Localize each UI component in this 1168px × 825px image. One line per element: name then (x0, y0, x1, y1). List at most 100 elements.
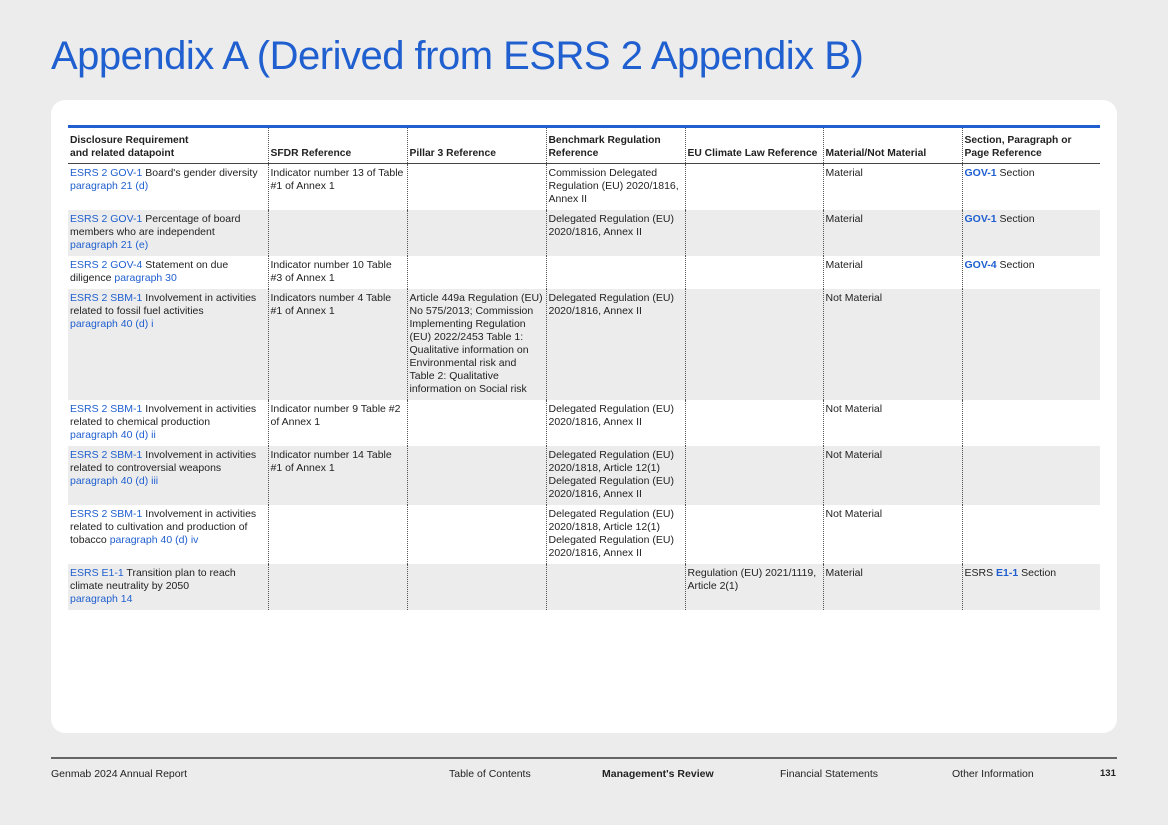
table-cell: Regulation (EU) 2021/1119, Article 2(1) (684, 564, 823, 610)
table-cell: Delegated Regulation (EU) 2020/1818, Art… (545, 505, 685, 564)
table-cell (961, 400, 1100, 446)
reference-link[interactable]: paragraph 40 (d) iv (109, 534, 199, 546)
column-header-label: Benchmark Regulation (548, 135, 661, 146)
table-cell: Material (822, 210, 962, 256)
table-cell (406, 564, 546, 610)
cell-text: Transition plan to reach climate neutral… (70, 567, 236, 592)
cell-text: Percentage of board members who are inde… (70, 213, 241, 238)
reference-link[interactable]: ESRS 2 GOV-4 (70, 259, 143, 271)
cell-text: Board's gender diversity (142, 167, 258, 179)
table-cell: Not Material (822, 400, 962, 446)
footer-nav-managements-review[interactable]: Management's Review (602, 768, 714, 780)
table-row: ESRS 2 SBM-1 Involvement in activities r… (68, 400, 1100, 446)
reference-link[interactable]: paragraph 40 (d) ii (70, 429, 156, 441)
table-cell: ESRS 2 SBM-1 Involvement in activities r… (68, 505, 268, 564)
table-card: Disclosure Requirement and related datapo… (51, 100, 1117, 733)
table-cell (684, 400, 823, 446)
page-number: 131 (1100, 768, 1116, 779)
table-cell (961, 446, 1100, 505)
table-cell: Material (822, 564, 962, 610)
table-cell: Delegated Regulation (EU) 2020/1816, Ann… (545, 210, 685, 256)
reference-link[interactable]: paragraph 21 (e) (70, 239, 149, 251)
cell-text: Involvement in activities related to cul… (70, 508, 257, 546)
cell-text: Regulation (EU) 2021/1119, Article 2(1) (687, 567, 817, 592)
column-header: SFDR Reference (267, 126, 407, 164)
cell-text: Involvement in activities related to fos… (70, 292, 257, 317)
reference-link[interactable]: ESRS E1-1 (70, 567, 124, 579)
cell-text: Commission Delegated Regulation (EU) 202… (548, 167, 679, 205)
cell-text: ESRS (964, 567, 997, 579)
cell-text: Involvement in activities related to con… (70, 449, 257, 474)
column-header-label: Reference (548, 148, 599, 159)
table-cell (684, 163, 823, 210)
reference-link[interactable]: paragraph 14 (70, 593, 133, 605)
table-cell: ESRS 2 GOV-4 Statement on due diligence … (68, 256, 268, 289)
cell-text: Not Material (825, 449, 883, 461)
footer-nav-other-information[interactable]: Other Information (952, 768, 1034, 780)
column-header: EU Climate Law Reference (684, 126, 823, 164)
table-cell: GOV-1 Section (961, 210, 1100, 256)
table-row: ESRS 2 SBM-1 Involvement in activities r… (68, 505, 1100, 564)
table-cell: ESRS E1-1 Transition plan to reach clima… (68, 564, 268, 610)
table-cell: ESRS 2 SBM-1 Involvement in activities r… (68, 289, 268, 400)
table-cell: GOV-1 Section (961, 163, 1100, 210)
table-cell: Delegated Regulation (EU) 2020/1816, Ann… (545, 400, 685, 446)
table-cell: GOV-4 Section (961, 256, 1100, 289)
table-cell (961, 505, 1100, 564)
cell-text: Delegated Regulation (EU) 2020/1818, Art… (548, 508, 675, 559)
reference-link[interactable]: GOV-1 (964, 167, 997, 179)
cell-text: Indicators number 4 Table #1 of Annex 1 (270, 292, 392, 317)
cell-text: Not Material (825, 292, 883, 304)
table-cell: ESRS E1-1 Section (961, 564, 1100, 610)
reference-link[interactable]: E1-1 (996, 567, 1019, 579)
table-cell (545, 564, 685, 610)
table-cell: Indicator number 9 Table #2 of Annex 1 (267, 400, 407, 446)
reference-link[interactable]: GOV-1 (964, 213, 997, 225)
column-header-label: and related datapoint (70, 148, 175, 159)
table-cell: Not Material (822, 289, 962, 400)
reference-link[interactable]: paragraph 40 (d) i (70, 318, 154, 330)
table-cell: Article 449a Regulation (EU) No 575/2013… (406, 289, 546, 400)
reference-link[interactable]: ESRS 2 GOV-1 (70, 213, 143, 225)
reference-link[interactable]: ESRS 2 SBM-1 (70, 403, 143, 415)
table-cell (406, 505, 546, 564)
reference-link[interactable]: paragraph 30 (114, 272, 177, 284)
cell-text: Article 449a Regulation (EU) No 575/2013… (409, 292, 543, 395)
table-cell: Commission Delegated Regulation (EU) 202… (545, 163, 685, 210)
table-cell: ESRS 2 GOV-1 Percentage of board members… (68, 210, 268, 256)
table-cell (406, 163, 546, 210)
footer-divider (51, 757, 1117, 759)
footer-nav-financial-statements[interactable]: Financial Statements (780, 768, 879, 780)
reference-link[interactable]: ESRS 2 SBM-1 (70, 449, 143, 461)
reference-link[interactable]: GOV-4 (964, 259, 997, 271)
reference-link[interactable]: ESRS 2 SBM-1 (70, 292, 143, 304)
footer-nav-table-of-contents[interactable]: Table of Contents (449, 768, 531, 780)
cell-text: Section (1018, 567, 1057, 579)
column-header-label: Page Reference (964, 148, 1042, 159)
table-cell: Indicator number 13 of Table #1 of Annex… (267, 163, 407, 210)
table-cell: Delegated Regulation (EU) 2020/1816, Ann… (545, 289, 685, 400)
cell-text: Indicator number 13 of Table #1 of Annex… (270, 167, 404, 192)
cell-text: Indicator number 9 Table #2 of Annex 1 (270, 403, 401, 428)
table-cell (267, 505, 407, 564)
column-header: Pillar 3 Reference (406, 126, 546, 164)
table-row: ESRS 2 GOV-1 Percentage of board members… (68, 210, 1100, 256)
cell-text: Material (825, 259, 863, 271)
table-cell (684, 210, 823, 256)
column-header-label: Section, Paragraph or (964, 135, 1072, 146)
reference-link[interactable]: paragraph 40 (d) iii (70, 475, 159, 487)
table-cell: Indicators number 4 Table #1 of Annex 1 (267, 289, 407, 400)
table-cell: ESRS 2 SBM-1 Involvement in activities r… (68, 446, 268, 505)
table-cell (406, 400, 546, 446)
reference-link[interactable]: paragraph 21 (d) (70, 180, 149, 192)
table-row: ESRS 2 SBM-1 Involvement in activities r… (68, 446, 1100, 505)
cell-text: Material (825, 567, 863, 579)
reference-link[interactable]: ESRS 2 SBM-1 (70, 508, 143, 520)
cell-text: Statement on due diligence (70, 259, 229, 284)
table-cell (267, 210, 407, 256)
reference-link[interactable]: ESRS 2 GOV-1 (70, 167, 143, 179)
table-cell (406, 256, 546, 289)
table-cell (961, 289, 1100, 400)
cell-text: Involvement in activities related to che… (70, 403, 257, 428)
column-header-label: Pillar 3 Reference (409, 148, 496, 159)
